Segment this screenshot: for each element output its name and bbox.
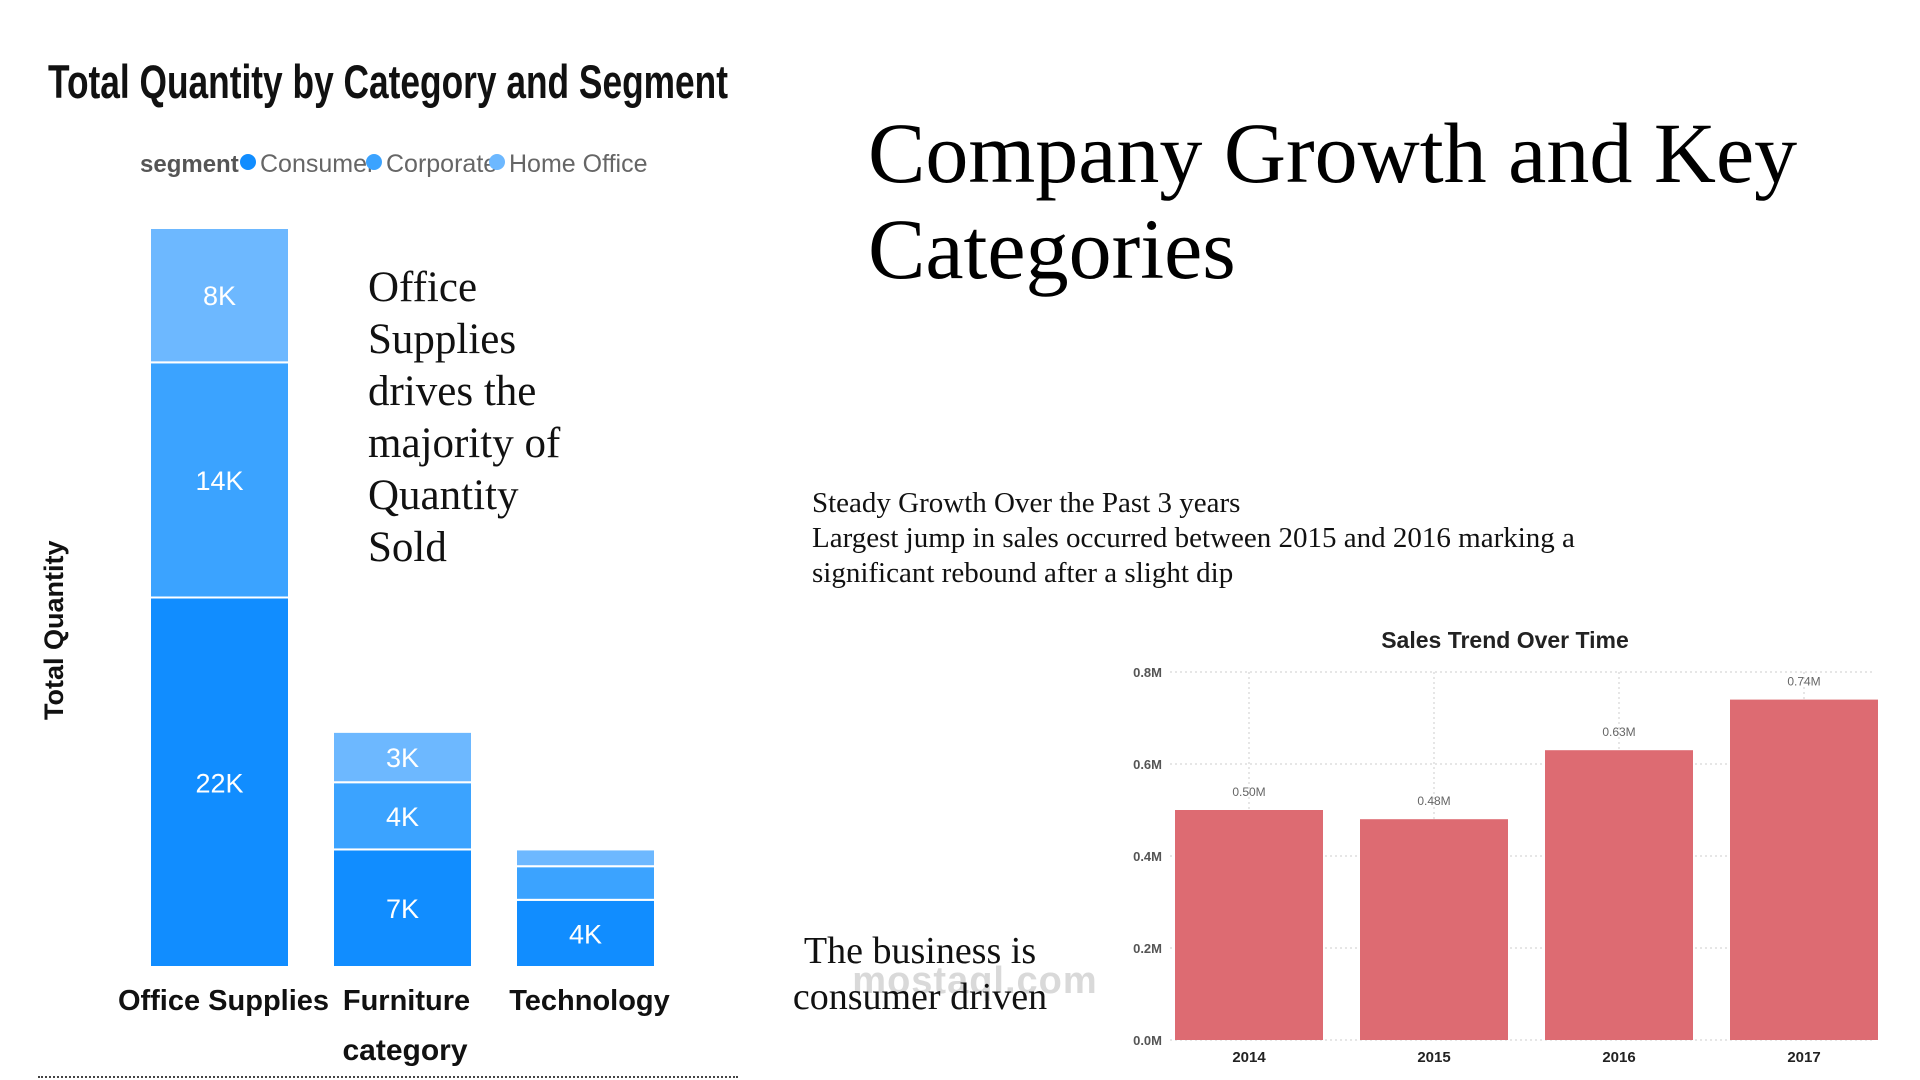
data-label: 0.50M xyxy=(1232,785,1265,799)
growth-note-line: significant rebound after a slight dip xyxy=(812,557,1234,589)
legend-label: Corporate xyxy=(386,150,497,178)
bar-segment xyxy=(515,848,656,868)
chart-title: Total Quantity by Category and Segment xyxy=(48,55,728,108)
bar-segment xyxy=(332,781,473,851)
y-tick-label: 0.4M xyxy=(1133,849,1162,864)
office-supplies-callout: Office Supplies drives the majority of Q… xyxy=(368,264,561,571)
quantity-by-category-chart: Total Quantity by Category and Segment se… xyxy=(39,55,728,1067)
bar-segment xyxy=(515,865,656,901)
data-label: 14K xyxy=(195,466,243,496)
y-tick-label: 0.8M xyxy=(1133,665,1162,680)
x-tick-label: Furniture xyxy=(343,985,470,1017)
growth-note-line: Largest jump in sales occurred between 2… xyxy=(812,522,1575,554)
slide-title: Company Growth and Key Categories xyxy=(868,105,1798,297)
data-label: 0.48M xyxy=(1417,794,1450,808)
y-axis-label: Total Quantity xyxy=(39,541,69,721)
growth-note-line: Steady Growth Over the Past 3 years xyxy=(812,487,1241,519)
x-axis-label: category xyxy=(342,1034,467,1067)
bar-segment xyxy=(332,848,473,969)
data-label: 7K xyxy=(386,894,419,924)
sales-trend-chart: Sales Trend Over Time 0.0M 0.2M 0.4M 0.6M 0.8… xyxy=(1133,627,1878,1066)
data-label: 3K xyxy=(386,743,419,773)
bar-segment xyxy=(149,596,290,968)
legend-label: Home Office xyxy=(509,150,647,178)
data-label: 8K xyxy=(203,281,236,311)
y-tick-label: 0.6M xyxy=(1133,757,1162,772)
y-tick-label: 0.2M xyxy=(1133,941,1162,956)
divider xyxy=(38,1076,738,1078)
chart-title: Sales Trend Over Time xyxy=(1381,627,1629,653)
x-tick-label: 2017 xyxy=(1787,1049,1820,1066)
bar-segment xyxy=(332,730,473,784)
bar-segment xyxy=(149,227,290,364)
x-tick-label: Technology xyxy=(509,985,670,1017)
bar-segment xyxy=(149,361,290,599)
x-tick-label: 2014 xyxy=(1232,1049,1266,1066)
sales-bar xyxy=(1545,750,1693,1040)
data-label: 22K xyxy=(195,768,243,798)
legend-marker xyxy=(240,154,256,170)
sales-bar xyxy=(1360,819,1508,1040)
data-label: 4K xyxy=(386,802,419,832)
x-tick-label: 2015 xyxy=(1417,1049,1450,1066)
legend-marker xyxy=(489,154,505,170)
watermark: mostaql.com xyxy=(852,960,1098,1002)
data-label: 4K xyxy=(569,919,602,949)
x-tick-label: Office Supplies xyxy=(118,985,329,1017)
legend-title: segment xyxy=(140,151,239,178)
legend-marker xyxy=(366,154,382,170)
data-label: 0.74M xyxy=(1787,675,1820,689)
consumer-driven-callout: The business is consumer driven xyxy=(792,930,1048,1018)
x-tick-label: 2016 xyxy=(1602,1049,1635,1066)
legend-label: Consumer xyxy=(260,150,375,178)
data-label: 0.63M xyxy=(1602,725,1635,739)
sales-bar xyxy=(1730,699,1878,1040)
y-tick-label: 0.0M xyxy=(1133,1033,1162,1048)
growth-notes: Steady Growth Over the Past 3 years Larg… xyxy=(812,486,1712,591)
sales-bar xyxy=(1175,810,1323,1040)
